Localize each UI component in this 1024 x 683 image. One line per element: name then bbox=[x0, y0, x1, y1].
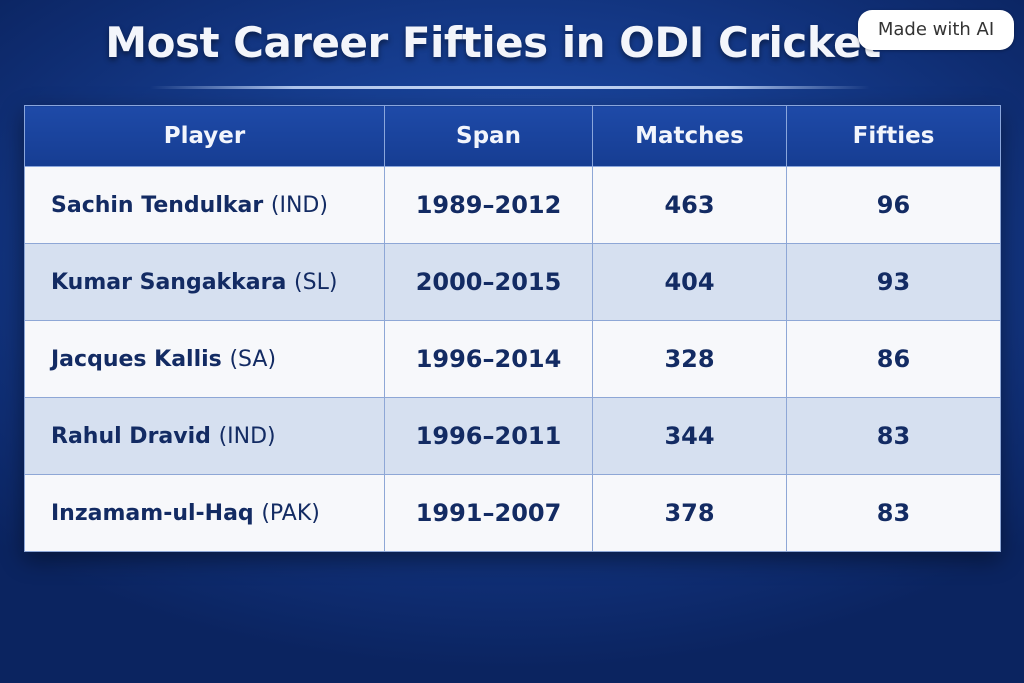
player-name: Inzamam-ul-Haq bbox=[51, 500, 254, 526]
span-cell: 1996–2011 bbox=[384, 397, 593, 475]
table-row: Jacques Kallis (SA) 1996–2014 328 86 bbox=[24, 320, 1001, 398]
player-cell: Jacques Kallis (SA) bbox=[24, 320, 385, 398]
player-cell: Sachin Tendulkar (IND) bbox=[24, 166, 385, 244]
column-header-span: Span bbox=[384, 105, 593, 167]
player-cell: Inzamam-ul-Haq (PAK) bbox=[24, 474, 385, 552]
fifties-cell: 86 bbox=[786, 320, 1001, 398]
span-cell: 2000–2015 bbox=[384, 243, 593, 321]
made-with-ai-badge[interactable]: Made with AI bbox=[858, 10, 1014, 50]
column-header-matches: Matches bbox=[592, 105, 787, 167]
player-country: (SA) bbox=[229, 346, 277, 372]
player-cell: Kumar Sangakkara (SL) bbox=[24, 243, 385, 321]
player-country: (IND) bbox=[218, 423, 276, 449]
player-country: (PAK) bbox=[261, 500, 320, 526]
table-row: Sachin Tendulkar (IND) 1989–2012 463 96 bbox=[24, 166, 1001, 244]
fifties-table: Player Span Matches Fifties Sachin Tendu… bbox=[24, 105, 1001, 552]
matches-cell: 328 bbox=[592, 320, 787, 398]
player-name: Kumar Sangakkara bbox=[51, 269, 287, 295]
player-country: (SL) bbox=[294, 269, 338, 295]
table-body: Sachin Tendulkar (IND) 1989–2012 463 96 … bbox=[24, 166, 1001, 552]
player-country: (IND) bbox=[270, 192, 328, 218]
table-row: Inzamam-ul-Haq (PAK) 1991–2007 378 83 bbox=[24, 474, 1001, 552]
column-header-fifties: Fifties bbox=[786, 105, 1001, 167]
fifties-table-container: Player Span Matches Fifties Sachin Tendu… bbox=[24, 105, 1001, 552]
fifties-cell: 96 bbox=[786, 166, 1001, 244]
matches-cell: 344 bbox=[592, 397, 787, 475]
header-row: Player Span Matches Fifties bbox=[24, 105, 1001, 167]
span-cell: 1989–2012 bbox=[384, 166, 593, 244]
matches-cell: 378 bbox=[592, 474, 787, 552]
player-name: Jacques Kallis bbox=[51, 346, 222, 372]
fifties-cell: 83 bbox=[786, 397, 1001, 475]
fifties-cell: 83 bbox=[786, 474, 1001, 552]
title-underline bbox=[150, 86, 870, 89]
player-name: Rahul Dravid bbox=[51, 423, 211, 449]
span-cell: 1996–2014 bbox=[384, 320, 593, 398]
column-header-player: Player bbox=[24, 105, 385, 167]
chart-title: Most Career Fifties in ODI Cricket bbox=[105, 18, 881, 67]
table-row: Rahul Dravid (IND) 1996–2011 344 83 bbox=[24, 397, 1001, 475]
player-name: Sachin Tendulkar bbox=[51, 192, 264, 218]
fifties-cell: 93 bbox=[786, 243, 1001, 321]
table-row: Kumar Sangakkara (SL) 2000–2015 404 93 bbox=[24, 243, 1001, 321]
table-header: Player Span Matches Fifties bbox=[24, 105, 1001, 167]
matches-cell: 404 bbox=[592, 243, 787, 321]
span-cell: 1991–2007 bbox=[384, 474, 593, 552]
player-cell: Rahul Dravid (IND) bbox=[24, 397, 385, 475]
matches-cell: 463 bbox=[592, 166, 787, 244]
